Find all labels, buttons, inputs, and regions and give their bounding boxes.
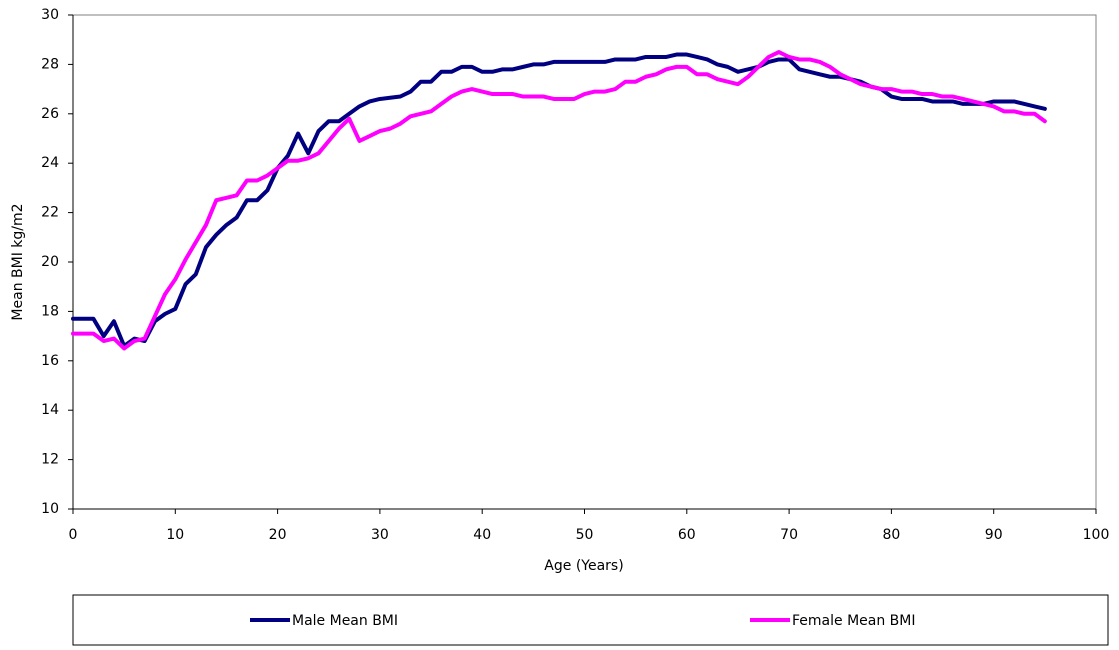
y-tick-label: 18 [41,303,59,319]
x-tick-label: 60 [678,527,696,543]
x-tick-label: 80 [882,527,900,543]
x-tick-label: 0 [69,527,78,543]
legend-box [72,594,1109,646]
y-tick-label: 26 [41,106,59,122]
x-tick-label: 10 [166,527,184,543]
x-tick-label: 50 [576,527,594,543]
legend-label: Female Mean BMI [792,613,915,629]
x-tick-label: 90 [985,527,1003,543]
x-tick-label: 100 [1083,527,1110,543]
y-tick-label: 14 [41,402,59,418]
y-tick-label: 30 [41,7,59,23]
y-tick-label: 24 [41,155,59,171]
y-axis-label: Mean BMI kg/m2 [10,203,26,320]
data-line [71,50,1047,351]
legend-label: Male Mean BMI [292,613,398,629]
y-tick-label: 28 [41,56,59,72]
y-tick-label: 12 [41,452,59,468]
y-tick-label: 10 [41,501,59,517]
x-tick-label: 30 [371,527,389,543]
x-tick-label: 40 [473,527,491,543]
y-tick-label: 16 [41,353,59,369]
y-tick-label: 20 [41,254,59,270]
plot-frame [72,14,1097,510]
x-tick-label: 70 [780,527,798,543]
x-tick-label: 20 [269,527,287,543]
y-tick-label: 22 [41,205,59,221]
x-axis-label: Age (Years) [544,558,623,574]
